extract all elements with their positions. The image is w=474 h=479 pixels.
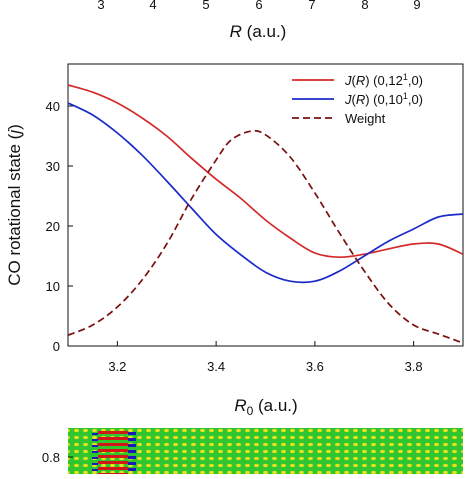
heatmap-stripe (98, 455, 128, 458)
heatmap-stripe (128, 468, 136, 471)
heatmap-stripe (128, 462, 136, 465)
top-tick-label: 5 (202, 0, 209, 12)
heatmap-y-tick-label: 0.8 (42, 450, 60, 465)
heatmap-stripe (98, 443, 128, 446)
top-tick-label: 7 (308, 0, 315, 12)
top-tick-label: 9 (413, 0, 420, 12)
top-axis: 3 4 5 6 7 8 9 R (a.u.) (97, 0, 420, 41)
y-tick-label: 30 (46, 159, 60, 174)
x-axis-label: R0 (a.u.) (234, 396, 297, 418)
heatmap-stripe (128, 432, 136, 435)
series-lines (68, 84, 463, 344)
heatmap-stripe (92, 457, 98, 459)
top-axis-label: R (a.u.) (230, 22, 287, 41)
heatmap-stripe (92, 445, 98, 447)
heatmap-stripe (128, 450, 136, 453)
y-tick-label: 20 (46, 219, 60, 234)
heatmap-stripe (92, 433, 98, 435)
heatmap-stripe (98, 461, 128, 464)
series-line-2 (68, 102, 463, 284)
heatmap-stripe (128, 444, 136, 447)
y-tick-label: 40 (46, 99, 60, 114)
heatmap-stripe (128, 456, 136, 459)
legend-label: Weight (345, 111, 386, 126)
x-tick-label: 3.8 (405, 359, 423, 374)
legend: J(R) (0,121,0) J(R) (0,101,0) Weight (292, 72, 423, 126)
heatmap-stripe (98, 431, 128, 434)
y-tick-label: 0 (53, 339, 60, 354)
heatmap-stripe (128, 438, 136, 441)
heatmap-stripe (92, 463, 98, 465)
plot-frame (67, 63, 464, 347)
top-tick-label: 4 (149, 0, 156, 12)
heatmap-stripe (98, 449, 128, 452)
y-ticks: 0 10 20 30 40 (46, 99, 73, 354)
series-line-1 (68, 84, 463, 259)
y-axis-label: CO rotational state (j) (5, 124, 24, 286)
top-tick-label: 6 (255, 0, 262, 12)
top-tick-label: 3 (97, 0, 104, 12)
heatmap-stripe (98, 437, 128, 440)
legend-label: J(R) (0,121,0) (344, 72, 423, 88)
x-tick-label: 3.2 (108, 359, 126, 374)
y-tick-label: 10 (46, 279, 60, 294)
x-tick-label: 3.4 (207, 359, 225, 374)
heatmap-stripe (92, 451, 98, 453)
series-line-3 (68, 129, 463, 344)
x-ticks: 3.2 3.4 3.6 3.8 (108, 341, 423, 374)
heatmap-stripe (98, 467, 128, 470)
bottom-panel: 0.8 (42, 428, 463, 477)
heatmap-stripe (92, 469, 98, 471)
heatmap-stripe (92, 439, 98, 441)
x-tick-label: 3.6 (306, 359, 324, 374)
legend-label: J(R) (0,101,0) (344, 91, 423, 107)
top-tick-label: 8 (361, 0, 368, 12)
